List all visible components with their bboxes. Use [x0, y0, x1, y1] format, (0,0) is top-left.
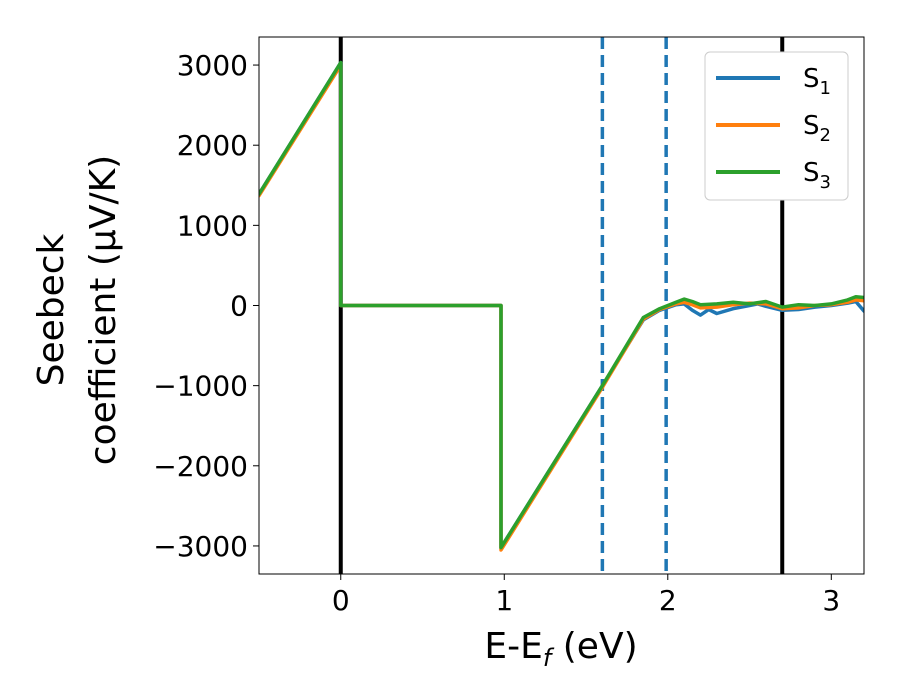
- legend-label-S1: S1: [803, 64, 831, 99]
- y-tick-label: 1000: [177, 209, 248, 242]
- x-tick-label: 1: [495, 584, 513, 617]
- x-tick-label: 0: [332, 584, 350, 617]
- y-tick-label: −1000: [153, 370, 248, 403]
- y-tick-label: −3000: [153, 530, 248, 563]
- series-lines: [259, 60, 864, 552]
- legend-label-S3: S3: [803, 158, 831, 193]
- x-tick-label: 3: [822, 584, 840, 617]
- y-axis-label: Seebeck coefficient (μV/K): [31, 155, 124, 465]
- y-tick-label: 0: [230, 290, 248, 323]
- y-tick-label: −2000: [153, 450, 248, 483]
- x-axis: 0 1 2 3: [332, 574, 840, 617]
- x-axis-label: E-Ef (eV): [484, 626, 637, 672]
- series-line-S3: [259, 60, 864, 550]
- x-tick-label: 2: [659, 584, 677, 617]
- y-axis: 3000 2000 1000 0 −1000 −2000 −3000: [153, 49, 259, 563]
- y-tick-label: 2000: [177, 129, 248, 162]
- y-axis-label-line2: coefficient (μV/K): [83, 155, 124, 465]
- legend: S1 S2 S3: [704, 51, 849, 201]
- y-tick-label: 3000: [177, 49, 248, 82]
- y-axis-label-line1: Seebeck: [31, 233, 72, 386]
- legend-label-S2: S2: [803, 111, 831, 146]
